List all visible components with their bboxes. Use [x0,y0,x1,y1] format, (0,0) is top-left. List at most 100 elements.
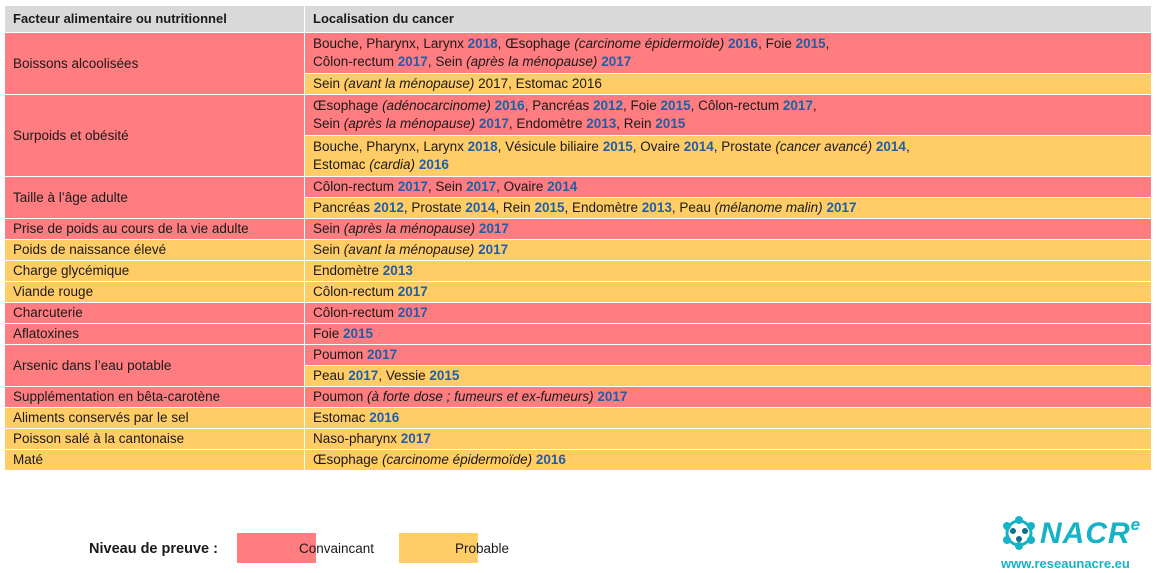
factor-cell: Poids de naissance élevé [4,239,305,261]
table-row: Peau 2017, Vessie 2015 [5,365,1152,387]
year-label: 2015 [429,368,460,383]
factor-cell: Prise de poids au cours de la vie adulte [4,218,305,240]
header-location: Localisation du cancer [304,5,1152,33]
legend-label-convaincant: Convaincant [299,541,375,556]
year-label: 2016 [494,98,525,113]
year-label: 2017 [597,389,628,404]
factor-cell: Charge glycémique [4,260,305,282]
year-label: 2017 [400,431,431,446]
location-cell: Côlon-rectum 2017 [304,302,1152,324]
location-cell-convaincant: Côlon-rectum 2017, Sein 2017, Ovaire 201… [304,176,1152,198]
year-label: 2017 [397,305,428,320]
table-row: Poids de naissance élevé Sein (avant la m… [4,239,1152,261]
year-label: 2013 [641,200,672,215]
italic-note: (après la ménopause) [343,221,476,236]
table-row: Maté Œsophage (carcinome épidermoïde) 201… [4,449,1152,471]
year-label: 2015 [534,200,565,215]
location-cell: Sein (avant la ménopause) 2017 [304,239,1152,261]
factor-cell: Boissons alcoolisées [4,32,305,95]
year-label: 2017 [478,221,509,236]
year-label: 2015 [795,36,826,51]
factor-cell: Taille à l’âge adulte [4,176,305,219]
factor-cell: Aflatoxines [4,323,305,345]
year-label: 2016 [535,452,566,467]
brand-url[interactable]: www.reseaunacre.eu [1001,556,1130,571]
location-cell-probable: Peau 2017, Vessie 2015 [304,365,1152,387]
year-label: 2015 [343,326,374,341]
year-label: 2015 [660,98,691,113]
location-cell-probable: Bouche, Pharynx, Larynx 2018, Vésicule b… [304,135,1152,177]
year-label: 2017 [397,54,428,69]
table-row: Prise de poids au cours de la vie adulte… [4,218,1152,240]
flower-network-icon [1003,516,1035,550]
location-cell-convaincant: Poumon 2017 [304,344,1152,366]
year-label: 2017 [478,242,509,257]
year-label: 2014 [547,179,578,194]
factor-cell: Maté [4,449,305,471]
factor-cell: Poisson salé à la cantonaise [4,428,305,450]
italic-note: (adénocarcinome) [382,98,491,113]
year-label: 2017 [782,98,813,113]
year-label: 2017 [397,179,428,194]
location-cell: Naso-pharynx 2017 [304,428,1152,450]
italic-note: (à forte dose ; fumeurs et ex-fumeurs) [367,389,594,404]
table-row: Supplémentation en bêta-carotène Poumon (… [4,386,1152,408]
italic-note: (mélanome malin) [714,200,823,215]
year-label: 2018 [467,36,498,51]
brand-text: NACR [1040,517,1131,550]
year-label: 2012 [592,98,624,113]
factor-cell: Viande rouge [4,281,305,303]
italic-note: (cardia) [369,157,416,172]
year-label: 2017 [478,116,509,131]
year-label: 2017 [466,179,497,194]
table-row: Poisson salé à la cantonaise Naso-pharynx… [4,428,1152,450]
header-factor: Facteur alimentaire ou nutritionnel [4,5,305,33]
table-header-row: Facteur alimentaire ou nutritionnel Loca… [4,5,1152,33]
italic-note: (avant la ménopause) [343,76,475,91]
year-label: 2017 [367,347,398,362]
year-label: 2014 [875,139,906,154]
table-row: Viande rouge Côlon-rectum 2017 [4,281,1152,303]
italic-note: (carcinome épidermoïde) [382,452,533,467]
year-label: 2018 [467,139,498,154]
italic-note: (cancer avancé) [775,139,873,154]
year-label: 2016 [369,410,400,425]
legend-swatch-probable [399,533,478,563]
year-label: 2017 [348,368,379,383]
year-label: 2012 [373,200,404,215]
cancer-factor-table: Facteur alimentaire ou nutritionnel Loca… [4,5,1152,471]
table-row: Boissons alcoolisées Bouche, Pharynx, Lar… [4,32,1152,95]
location-cell: Poumon (à forte dose ; fumeurs et ex-fum… [304,386,1152,408]
year-label: 2014 [683,139,714,154]
location-cell-probable: Pancréas 2012, Prostate 2014, Rein 2015,… [304,197,1152,219]
factor-cell: Aliments conservés par le sel [4,407,305,429]
year-label: 2015 [655,116,686,131]
location-cell: Estomac 2016 [304,407,1152,429]
year-label: 2013 [382,263,413,278]
location-cell: Foie 2015 [304,323,1152,345]
table-row: Surpoids et obésité Œsophage (adénocarcin… [4,94,1152,177]
year-label: 2017 [826,200,857,215]
factor-cell: Surpoids et obésité [4,94,305,177]
table-row: Charcuterie Côlon-rectum 2017 [4,302,1152,324]
location-cell-convaincant: Œsophage (adénocarcinome) 2016, Pancréas… [304,94,1152,136]
legend-title: Niveau de preuve : [89,541,218,557]
brand-superscript: e [1130,515,1142,534]
location-cell-probable: Sein (avant la ménopause) 2017, Estomac … [304,73,1152,95]
location-cell: Côlon-rectum 2017 [304,281,1152,303]
year-label: 2017 [601,54,632,69]
location-cell: Endomètre 2013 [304,260,1152,282]
factor-cell: Supplémentation en bêta-carotène [4,386,305,408]
year-label: 2017 [397,284,428,299]
table-row: Sein (avant la ménopause) 2017, Estomac … [5,73,1152,95]
table-row: Arsenic dans l’eau potable Poumon 2017 [4,344,1152,387]
table-row: Charge glycémique Endomètre 2013 [4,260,1152,282]
table-body: Boissons alcoolisées Bouche, Pharynx, Lar… [4,32,1152,471]
year-label: 2014 [465,200,496,215]
year-label: 2016 [728,36,759,51]
italic-note: (carcinome épidermoïde) [574,36,725,51]
year-label: 2015 [602,139,633,154]
location-cell: Œsophage (carcinome épidermoïde) 2016 [304,449,1152,471]
legend-label-probable: Probable [455,541,510,556]
year-label: 2016 [418,157,449,172]
